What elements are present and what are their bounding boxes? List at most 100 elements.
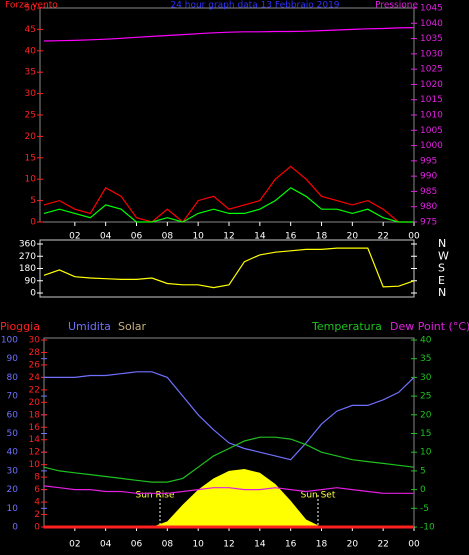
legend-entry: Temperatura: [311, 320, 382, 333]
y-tick-label: 985: [420, 187, 437, 197]
y-tick-label: 980: [420, 202, 437, 212]
legend-entry: Pioggia: [0, 320, 40, 333]
chart-title: 24 hour graph data 13 Febbraio 2019: [170, 1, 339, 11]
y-tick-label: 30: [7, 466, 19, 476]
y-tick-label: 1020: [420, 80, 443, 90]
y-tick-label: 1010: [420, 111, 443, 121]
line: [43, 485, 414, 494]
legend-entry: Dew Point (°C): [390, 320, 469, 333]
y-tick-label: 12: [29, 448, 40, 458]
x-tick-label: 22: [377, 540, 388, 550]
y-tick-label: 0: [12, 523, 18, 533]
x-tick-label: 14: [254, 540, 266, 550]
y-tick-label: 0: [30, 289, 36, 299]
y-tick-label: E: [438, 274, 445, 287]
x-tick-label: 02: [69, 232, 80, 242]
y-tick-label: 90: [25, 276, 37, 286]
x-tick-label: 14: [254, 232, 266, 242]
y-tick-label: 30: [25, 89, 37, 99]
y-tick-label: 40: [7, 448, 19, 458]
area: [44, 469, 414, 527]
y-tick-label: 0: [420, 485, 426, 495]
line: [43, 247, 415, 289]
y-tick-label: 180: [19, 264, 36, 274]
y-tick-label: 990: [420, 172, 437, 182]
y-tick-label: S: [438, 262, 445, 275]
y-tick-label: 60: [7, 410, 19, 420]
y-tick-label: 20: [29, 398, 41, 408]
y-tick-label: 4: [34, 498, 40, 508]
y-tick-label: 0: [34, 523, 40, 533]
y-tick-label: 35: [25, 68, 36, 78]
y2-axis-label: Pressione: [375, 1, 418, 11]
x-tick-label: 08: [162, 540, 174, 550]
y-tick-label: 1045: [420, 4, 443, 14]
y-tick-label: 80: [7, 373, 19, 383]
y-tick-label: 20: [420, 410, 432, 420]
y-tick-label: 6: [34, 485, 40, 495]
x-tick-label: 18: [316, 232, 328, 242]
x-tick-label: 16: [285, 540, 297, 550]
y-tick-label: N: [438, 237, 446, 250]
y-tick-label: 270: [19, 252, 36, 262]
y-tick-label: 5: [420, 466, 426, 476]
y-tick-label: 25: [420, 392, 431, 402]
y-tick-label: 1040: [420, 19, 443, 29]
y-tick-label: 1030: [420, 49, 443, 59]
x-tick-label: 12: [223, 540, 234, 550]
y-tick-label: 1000: [420, 141, 443, 151]
y-tick-label: 45: [25, 25, 36, 35]
annotation: Sun Rise: [136, 491, 175, 501]
y-axis-label: Forza vento: [5, 1, 58, 11]
y-tick-label: 15: [25, 153, 36, 163]
y-tick-label: N: [438, 286, 446, 299]
x-tick-label: 16: [285, 232, 297, 242]
y-tick-label: 90: [7, 354, 19, 364]
x-tick-label: 18: [316, 540, 328, 550]
y-tick-label: 20: [25, 132, 37, 142]
line: [43, 187, 414, 223]
y-tick-label: 18: [29, 410, 41, 420]
x-tick-label: 10: [192, 540, 204, 550]
y-tick-label: 14: [29, 435, 41, 445]
x-tick-label: 00: [408, 540, 420, 550]
line: [43, 165, 414, 223]
y-tick-label: 24: [29, 373, 41, 383]
y-tick-label: 10: [7, 504, 19, 514]
y-tick-label: -5: [420, 504, 429, 514]
y-tick-label: 40: [25, 46, 37, 56]
y-tick-label: 0: [30, 218, 36, 228]
y-tick-label: 5: [30, 196, 36, 206]
y-tick-label: 1035: [420, 34, 443, 44]
y-tick-label: 360: [19, 240, 36, 250]
x-tick-label: 06: [131, 540, 143, 550]
y-tick-label: 100: [1, 336, 18, 346]
y-tick-label: 35: [420, 354, 431, 364]
y-tick-label: 10: [29, 460, 41, 470]
y-tick-label: 8: [34, 473, 40, 483]
y-tick-label: 10: [420, 448, 432, 458]
line: [43, 27, 415, 42]
x-tick-label: 06: [131, 232, 143, 242]
y-tick-label: 40: [420, 336, 432, 346]
y-tick-label: 30: [29, 336, 41, 346]
x-tick-label: 04: [100, 232, 112, 242]
x-tick-label: 20: [347, 540, 359, 550]
line: [44, 371, 415, 461]
x-tick-label: 00: [408, 232, 420, 242]
y-tick-label: 50: [25, 4, 37, 14]
y-tick-label: 25: [25, 111, 36, 121]
annotation: Sun Set: [301, 491, 336, 501]
x-tick-label: 04: [100, 540, 112, 550]
y-tick-label: 30: [420, 373, 432, 383]
x-tick-label: 20: [347, 232, 359, 242]
x-tick-label: 08: [162, 232, 174, 242]
x-tick-label: 12: [223, 232, 234, 242]
y-tick-label: 995: [420, 156, 437, 166]
x-tick-label: 10: [192, 232, 204, 242]
y-tick-label: -10: [420, 523, 435, 533]
legend-entry: Umidita: [68, 320, 111, 333]
y-tick-label: 15: [420, 429, 431, 439]
